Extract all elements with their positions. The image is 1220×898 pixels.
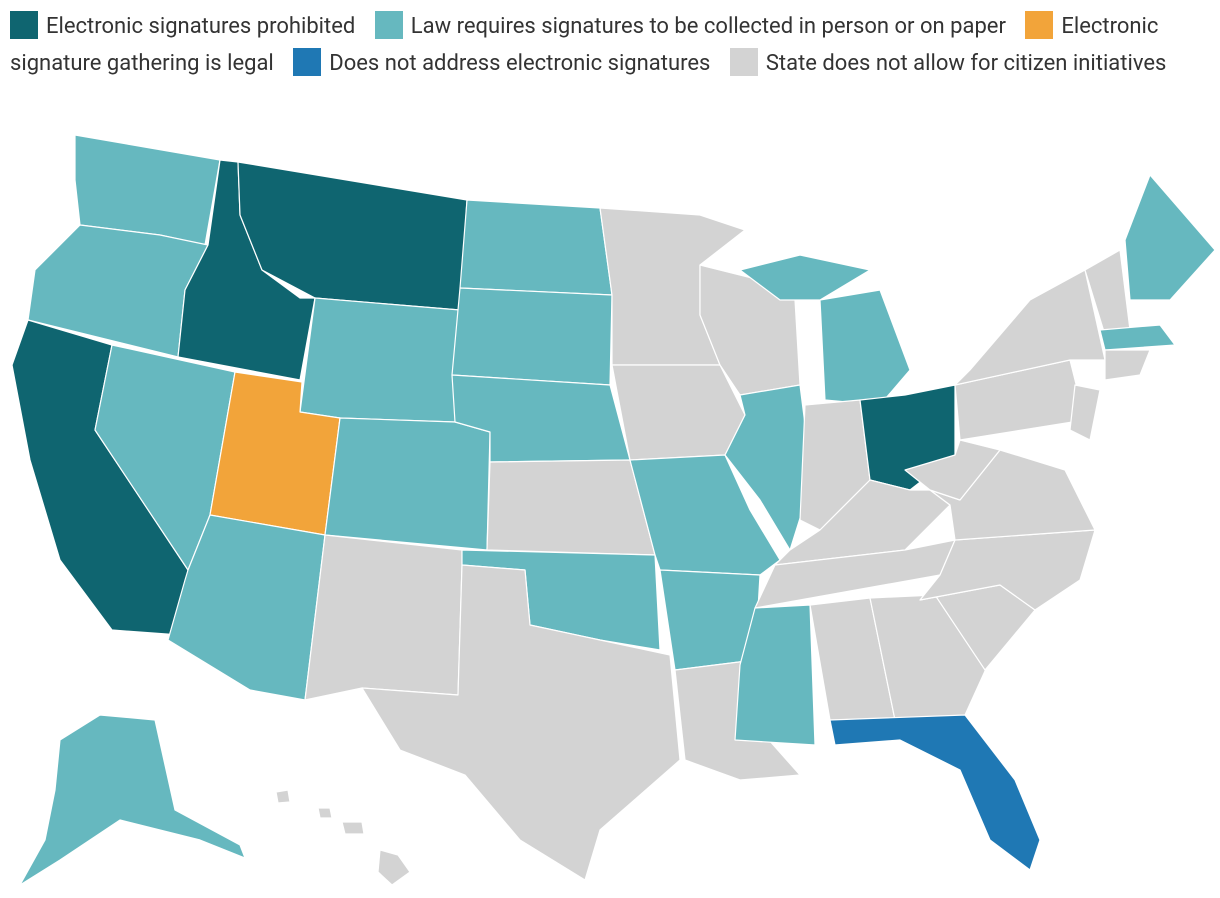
legend-swatch — [293, 48, 322, 76]
state — [1104, 349, 1151, 381]
legend-label: Electronic signatures prohibited — [46, 14, 356, 39]
legend-label: Electronic signature gathering is legal — [10, 14, 1159, 76]
legend-swatch — [1025, 11, 1054, 39]
legend-item: Does not address electronic signatures — [293, 48, 711, 76]
state — [377, 849, 411, 886]
state — [734, 604, 816, 746]
legend-label: Does not address electronic signatures — [329, 51, 711, 76]
state — [611, 364, 746, 461]
state — [324, 417, 491, 551]
state — [341, 821, 365, 835]
legend: Electronic signatures prohibited Law req… — [10, 8, 1210, 82]
state — [829, 714, 1041, 871]
legend-label: Law requires signatures to be collected … — [410, 14, 1006, 39]
state — [629, 454, 781, 576]
legend-swatch — [729, 48, 758, 76]
state — [304, 534, 463, 701]
states — [11, 134, 1216, 886]
state — [739, 254, 871, 301]
state — [275, 789, 291, 804]
legend-swatch — [374, 11, 403, 39]
legend-item: Electronic signatures prohibited — [10, 11, 356, 39]
state — [486, 459, 656, 556]
legend-item: Electronic signature gathering is legal — [10, 11, 1159, 76]
state — [1099, 324, 1176, 351]
state — [1069, 384, 1101, 441]
legend-swatch — [10, 11, 38, 39]
legend-item: State does not allow for citizen initiat… — [729, 48, 1167, 76]
state — [904, 439, 1001, 501]
state — [819, 289, 911, 406]
state — [451, 287, 613, 386]
legend-label: State does not allow for citizen initiat… — [765, 51, 1167, 76]
state — [724, 384, 813, 551]
state — [954, 269, 1106, 386]
state — [1124, 174, 1216, 301]
state — [361, 564, 681, 881]
state — [459, 199, 613, 296]
state — [317, 807, 333, 819]
state — [299, 297, 461, 423]
legend-item: Law requires signatures to be collected … — [374, 11, 1006, 39]
state — [19, 714, 246, 886]
